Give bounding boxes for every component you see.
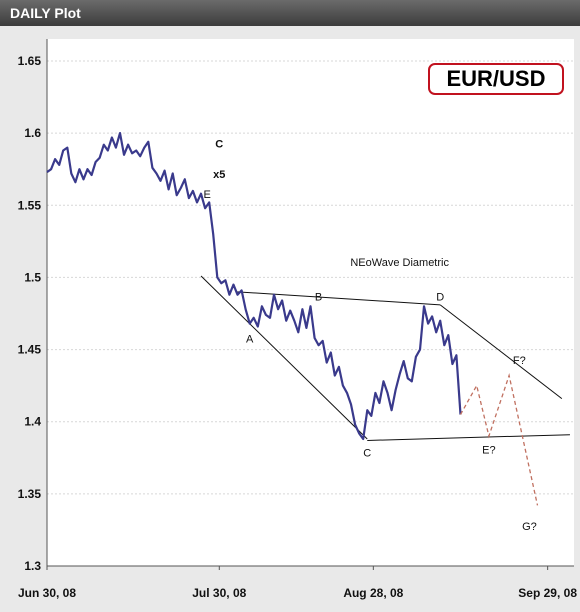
y-tick-label: 1.4 — [24, 415, 41, 429]
wave-label: C — [215, 139, 223, 151]
wave-label: F? — [513, 355, 526, 367]
trendline — [439, 304, 563, 400]
wave-label: E — [203, 189, 210, 201]
wave-label: NEoWave Diametric — [350, 257, 449, 269]
x-tick-label: Aug 28, 08 — [343, 586, 403, 600]
wave-label: A — [246, 333, 254, 345]
projection-line — [459, 373, 539, 506]
trendline — [367, 434, 570, 441]
wave-label: E? — [482, 444, 495, 456]
window-title: DAILY Plot — [0, 0, 580, 26]
x-tick-label: Jun 30, 08 — [18, 586, 76, 600]
x-tick-label: Jul 30, 08 — [192, 586, 246, 600]
y-tick-label: 1.6 — [24, 126, 41, 140]
trendline — [200, 275, 368, 440]
chart-title: EUR/USD — [428, 63, 564, 95]
y-tick-label: 1.35 — [18, 487, 42, 501]
y-tick-label: 1.65 — [18, 54, 42, 68]
y-tick-label: 1.45 — [18, 343, 42, 357]
x-tick-label: Sep 29, 08 — [518, 586, 577, 600]
y-tick-label: 1.5 — [24, 270, 41, 284]
wave-label: D — [436, 292, 444, 304]
price-series-line — [46, 132, 462, 441]
wave-label: C — [363, 447, 371, 459]
plot-background — [47, 39, 574, 566]
y-tick-label: 1.3 — [24, 559, 41, 573]
y-tick-label: 1.55 — [18, 198, 42, 212]
wave-label: B — [315, 292, 322, 304]
wave-label: G? — [522, 521, 537, 533]
wave-label: x5 — [213, 169, 225, 181]
trendline — [237, 291, 441, 306]
